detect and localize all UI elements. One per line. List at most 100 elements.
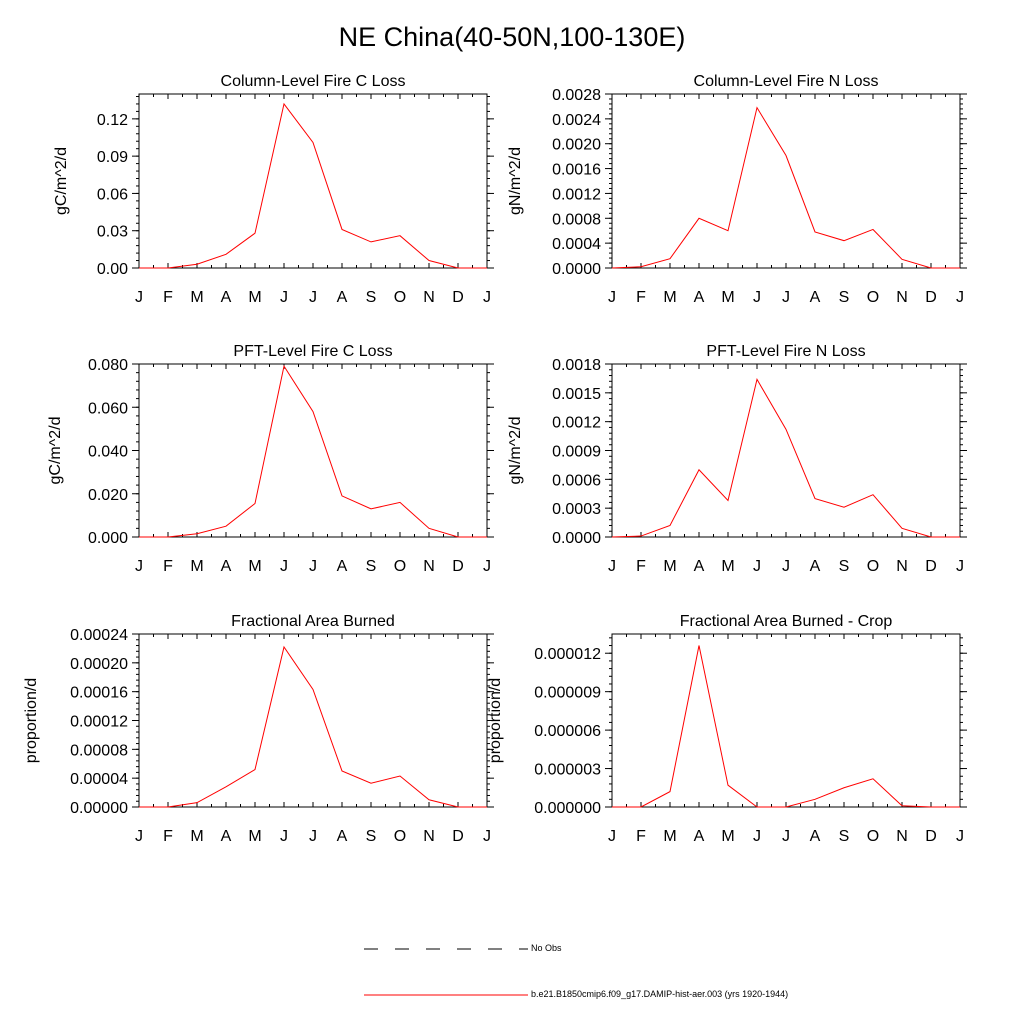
x-tick-label: J xyxy=(135,558,143,575)
x-tick-label: D xyxy=(925,558,937,575)
x-tick-label: F xyxy=(636,828,646,845)
x-tick-label: O xyxy=(394,558,406,575)
y-axis-label: gC/m^2/d xyxy=(53,147,70,215)
x-tick-label: J xyxy=(309,828,317,845)
x-tick-label: A xyxy=(221,289,232,306)
y-tick-label: 0.0000 xyxy=(552,261,601,278)
x-tick-label: O xyxy=(867,289,879,306)
x-tick-label: M xyxy=(663,289,676,306)
x-tick-label: M xyxy=(663,828,676,845)
y-tick-label: 0.00016 xyxy=(70,685,128,702)
x-tick-label: J xyxy=(135,289,143,306)
x-tick-label: J xyxy=(280,558,288,575)
x-tick-label: D xyxy=(452,289,464,306)
x-tick-label: J xyxy=(309,558,317,575)
x-tick-label: J xyxy=(956,289,964,306)
x-tick-label: O xyxy=(394,828,406,845)
y-tick-label: 0.00024 xyxy=(70,627,128,644)
x-tick-label: N xyxy=(423,828,435,845)
x-tick-label: A xyxy=(337,828,348,845)
y-tick-label: 0.00004 xyxy=(70,771,128,788)
x-tick-label: S xyxy=(839,828,850,845)
y-tick-label: 0.080 xyxy=(88,357,128,374)
y-tick-label: 0.020 xyxy=(88,487,128,504)
x-tick-label: J xyxy=(753,828,761,845)
chart-title: Column-Level Fire C Loss xyxy=(221,73,406,90)
y-tick-label: 0.000003 xyxy=(534,762,601,779)
x-tick-label: O xyxy=(867,828,879,845)
y-tick-label: 0.0018 xyxy=(552,357,601,374)
x-tick-label: M xyxy=(721,828,734,845)
y-axis-label: gN/m^2/d xyxy=(507,147,524,215)
x-tick-label: F xyxy=(636,289,646,306)
plot-frame xyxy=(138,363,488,538)
x-tick-label: J xyxy=(753,289,761,306)
series-line xyxy=(611,106,960,269)
chart-title: PFT-Level Fire N Loss xyxy=(706,343,865,360)
series-line xyxy=(611,378,960,538)
y-tick-label: 0.0003 xyxy=(552,501,601,518)
x-tick-label: J xyxy=(782,828,790,845)
y-tick-label: 0.0015 xyxy=(552,386,601,403)
x-tick-label: D xyxy=(925,828,937,845)
y-tick-label: 0.0024 xyxy=(552,112,601,129)
x-tick-label: J xyxy=(608,828,616,845)
y-tick-label: 0.00012 xyxy=(70,714,128,731)
x-tick-label: A xyxy=(221,828,232,845)
y-tick-label: 0.000006 xyxy=(534,723,601,740)
x-tick-label: J xyxy=(280,289,288,306)
x-tick-label: N xyxy=(423,289,435,306)
x-tick-label: A xyxy=(221,558,232,575)
y-tick-label: 0.03 xyxy=(97,224,128,241)
chart-title: Column-Level Fire N Loss xyxy=(694,73,879,90)
x-tick-label: S xyxy=(366,828,377,845)
plot-frame xyxy=(611,363,961,538)
y-axis-label: proportion/d xyxy=(487,678,504,763)
y-tick-label: 0.09 xyxy=(97,149,128,166)
y-tick-label: 0.0000 xyxy=(552,530,601,547)
x-tick-label: N xyxy=(423,558,435,575)
x-tick-label: O xyxy=(867,558,879,575)
x-tick-label: M xyxy=(248,289,261,306)
x-tick-label: J xyxy=(782,558,790,575)
series-line xyxy=(612,645,960,808)
y-axis-label: gN/m^2/d xyxy=(507,417,524,485)
x-tick-label: F xyxy=(163,289,173,306)
y-tick-label: 0.000012 xyxy=(534,646,601,663)
x-tick-label: M xyxy=(721,289,734,306)
x-tick-label: D xyxy=(452,828,464,845)
y-tick-label: 0.060 xyxy=(88,400,128,417)
x-tick-label: M xyxy=(190,289,203,306)
x-tick-label: N xyxy=(896,289,908,306)
y-tick-label: 0.0008 xyxy=(552,211,601,228)
x-tick-label: A xyxy=(810,289,821,306)
x-tick-label: J xyxy=(782,289,790,306)
legend-label-model: b.e21.B1850cmip6.f09_g17.DAMIP-hist-aer.… xyxy=(531,989,789,999)
y-tick-label: 0.00 xyxy=(97,261,128,278)
y-tick-label: 0.040 xyxy=(88,444,128,461)
x-tick-label: D xyxy=(925,289,937,306)
x-tick-label: S xyxy=(839,289,850,306)
series-line xyxy=(139,645,487,808)
x-tick-label: D xyxy=(452,558,464,575)
x-tick-label: J xyxy=(483,828,491,845)
chart-title: Fractional Area Burned xyxy=(231,613,395,630)
legend-label-no-obs: No Obs xyxy=(531,943,562,953)
x-tick-label: F xyxy=(163,828,173,845)
plot-frame xyxy=(138,633,488,808)
x-tick-label: J xyxy=(309,289,317,306)
x-tick-label: A xyxy=(694,289,705,306)
x-tick-label: J xyxy=(753,558,761,575)
chart-title: PFT-Level Fire C Loss xyxy=(233,343,392,360)
x-tick-label: J xyxy=(608,289,616,306)
x-tick-label: O xyxy=(394,289,406,306)
legend: No Obs b.e21.B1850cmip6.f09_g17.DAMIP-hi… xyxy=(0,930,1024,1010)
x-tick-label: M xyxy=(190,558,203,575)
y-tick-label: 0.0004 xyxy=(552,236,601,253)
y-tick-label: 0.06 xyxy=(97,186,128,203)
plot-frame xyxy=(611,633,961,808)
x-tick-label: A xyxy=(337,558,348,575)
series-line xyxy=(139,102,487,269)
